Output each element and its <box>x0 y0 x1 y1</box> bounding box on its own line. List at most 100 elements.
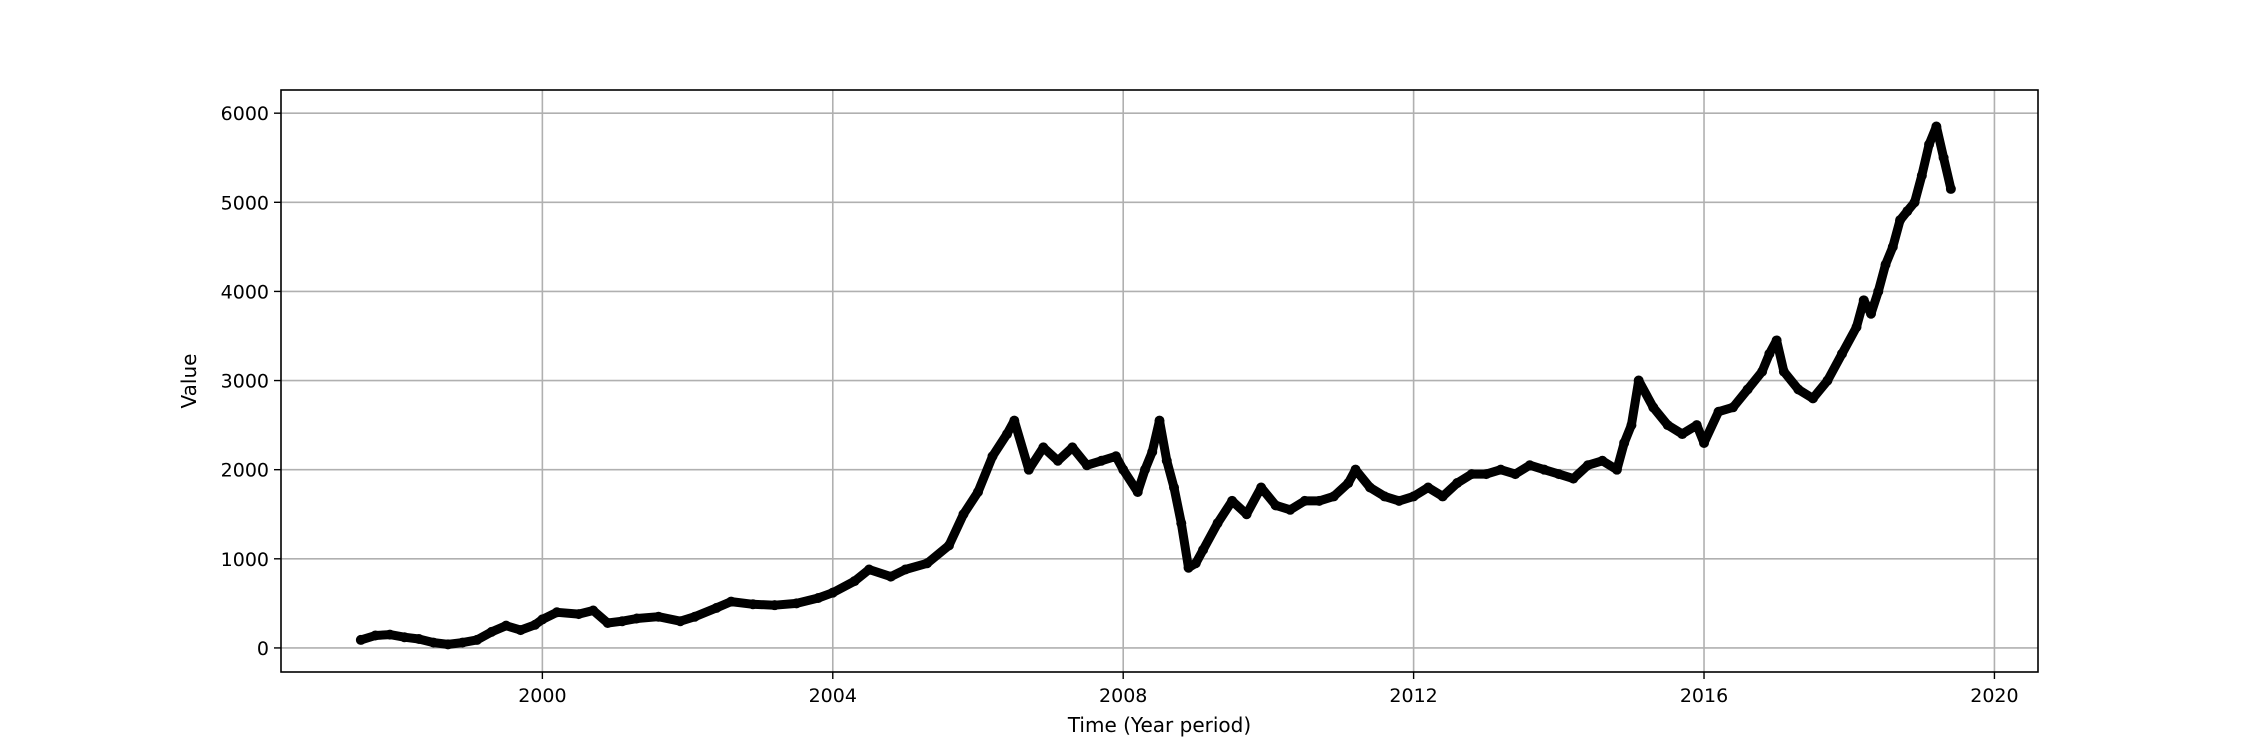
x-tick-label: 2016 <box>1680 685 1728 707</box>
data-point <box>885 571 896 582</box>
data-point <box>1757 366 1768 377</box>
data-point <box>399 632 410 643</box>
data-point <box>537 614 548 625</box>
data-point <box>675 616 686 627</box>
x-tick-label: 2020 <box>1970 685 2018 707</box>
data-point <box>1793 384 1804 395</box>
data-point <box>1887 241 1898 252</box>
data-point <box>1423 482 1434 493</box>
data-point <box>1619 437 1630 448</box>
data-point <box>413 634 424 645</box>
y-axis-label: Value <box>177 354 201 409</box>
data-point <box>1365 482 1376 493</box>
data-point <box>1023 464 1034 475</box>
data-point <box>1350 464 1361 475</box>
y-tick-label: 0 <box>257 638 269 660</box>
x-tick-label: 2004 <box>809 685 857 707</box>
data-point <box>1466 469 1477 480</box>
data-point <box>1764 348 1775 359</box>
data-point <box>1270 500 1281 511</box>
data-point <box>900 564 911 575</box>
data-point <box>1052 455 1063 466</box>
data-point <box>428 637 439 648</box>
data-point <box>711 602 722 613</box>
data-point <box>355 634 366 645</box>
data-point <box>1343 478 1354 489</box>
data-point <box>1924 139 1935 150</box>
data-point <box>1394 495 1405 506</box>
data-point <box>1851 322 1862 333</box>
data-point <box>573 609 584 620</box>
data-point <box>530 619 541 630</box>
data-point <box>1190 558 1201 569</box>
y-axis: 0 1000 2000 3000 4000 5000 6000 <box>221 103 281 660</box>
data-point <box>1110 451 1121 462</box>
data-point <box>1241 509 1252 520</box>
data-point <box>1822 375 1833 386</box>
data-point <box>515 625 526 636</box>
x-tick-label: 2000 <box>518 685 566 707</box>
x-tick-label: 2012 <box>1389 685 1437 707</box>
data-point <box>1161 455 1172 466</box>
data-point <box>1256 482 1267 493</box>
data-point <box>370 630 381 641</box>
data-point <box>1742 384 1753 395</box>
x-tick-label: 2008 <box>1099 685 1147 707</box>
data-point <box>1931 121 1942 132</box>
data-point <box>1132 486 1143 497</box>
data-point <box>1096 455 1107 466</box>
x-axis: 2000 2004 2008 2012 2016 2020 <box>518 672 2019 707</box>
data-point <box>457 637 468 648</box>
data-point <box>849 576 860 587</box>
data-point <box>1147 446 1158 457</box>
data-point <box>551 607 562 618</box>
data-point <box>1510 469 1521 480</box>
data-point <box>1880 259 1891 270</box>
data-point <box>1902 206 1913 217</box>
data-point <box>1212 518 1223 529</box>
data-point <box>972 486 983 497</box>
data-point <box>1836 348 1847 359</box>
data-point <box>1176 518 1187 529</box>
data-point <box>1118 464 1129 475</box>
data-point <box>1314 495 1325 506</box>
data-point <box>1938 152 1949 163</box>
data-point <box>1299 495 1310 506</box>
data-point <box>1699 437 1710 448</box>
data-point <box>1285 504 1296 515</box>
y-tick-label: 1000 <box>221 549 269 571</box>
data-point <box>1553 469 1564 480</box>
data-point <box>384 629 395 640</box>
data-point <box>827 587 838 598</box>
data-point <box>1009 415 1020 426</box>
data-point <box>726 596 737 607</box>
data-point <box>486 626 497 637</box>
data-point <box>1198 544 1209 555</box>
data-point <box>1691 420 1702 431</box>
data-point <box>747 599 758 610</box>
data-point <box>1481 469 1492 480</box>
data-point <box>1568 473 1579 484</box>
y-tick-label: 3000 <box>221 371 269 393</box>
data-point <box>1677 429 1688 440</box>
data-point <box>1945 183 1956 194</box>
data-point <box>1611 464 1622 475</box>
x-axis-label: Time (Year period) <box>1067 713 1251 737</box>
data-point <box>1227 495 1238 506</box>
data-series <box>355 121 1956 650</box>
data-point <box>653 611 664 622</box>
data-point <box>813 593 824 604</box>
data-point <box>472 634 483 645</box>
data-point <box>1081 460 1092 471</box>
data-point <box>1038 442 1049 453</box>
data-point <box>943 540 954 551</box>
data-point <box>1866 308 1877 319</box>
data-point <box>1916 170 1927 181</box>
data-point <box>1524 460 1535 471</box>
data-point <box>987 451 998 462</box>
data-point <box>1895 215 1906 226</box>
data-point <box>1626 420 1637 431</box>
data-point <box>791 598 802 609</box>
